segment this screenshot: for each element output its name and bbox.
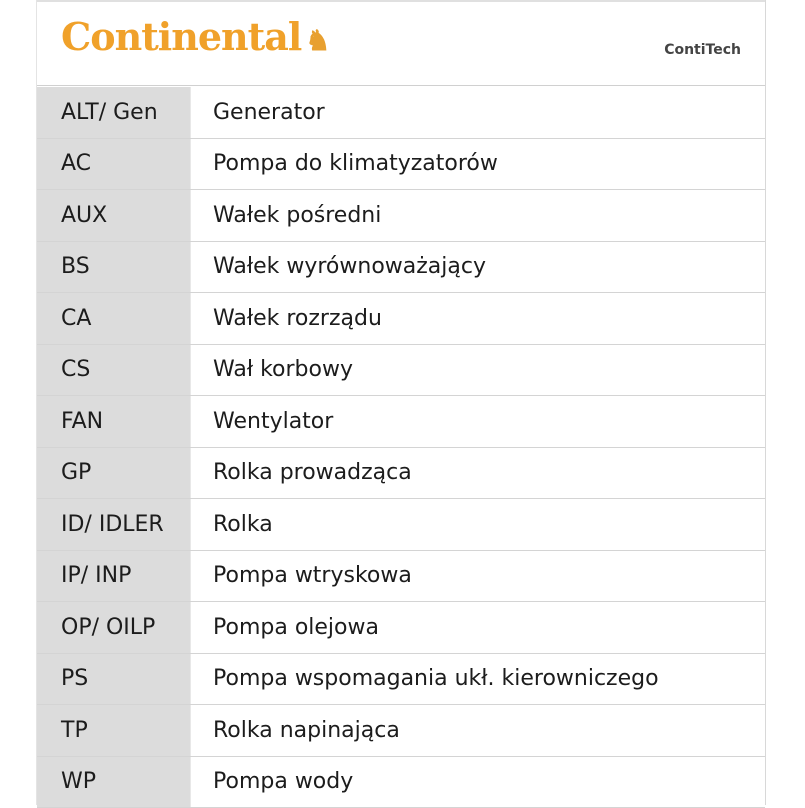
- abbreviation-cell: GP: [37, 448, 190, 499]
- description-cell: Wałek pośredni: [190, 190, 765, 241]
- abbreviation-cell: BS: [37, 242, 190, 293]
- description-cell: Generator: [190, 87, 765, 138]
- description-cell: Pompa do klimatyzatorów: [190, 139, 765, 190]
- description-cell: Rolka prowadząca: [190, 448, 765, 499]
- abbreviation-cell: WP: [37, 757, 190, 808]
- description-cell: Wałek wyrównoważający: [190, 242, 765, 293]
- description-cell: Wał korbowy: [190, 345, 765, 396]
- description-cell: Wentylator: [190, 396, 765, 447]
- abbreviation-cell: TP: [37, 705, 190, 756]
- header: Continental♞ ContiTech: [37, 0, 765, 86]
- contitech-label: ContiTech: [664, 42, 741, 58]
- description-cell: Pompa olejowa: [190, 602, 765, 653]
- description-cell: Pompa wody: [190, 757, 765, 808]
- abbreviation-cell: CA: [37, 293, 190, 344]
- abbreviation-cell: ALT/ Gen: [37, 87, 190, 138]
- abbreviation-cell: CS: [37, 345, 190, 396]
- description-cell: Rolka: [190, 499, 765, 550]
- description-cell: Pompa wtryskowa: [190, 551, 765, 602]
- description-cell: Rolka napinająca: [190, 705, 765, 756]
- abbreviation-cell: ID/ IDLER: [37, 499, 190, 550]
- abbreviation-cell: FAN: [37, 396, 190, 447]
- description-cell: Wałek rozrządu: [190, 293, 765, 344]
- continental-logo: Continental♞: [61, 14, 329, 59]
- abbreviation-cell: PS: [37, 654, 190, 705]
- description-cell: Pompa wspomagania ukł. kierowniczego: [190, 654, 765, 705]
- brand-name: Continental: [61, 14, 301, 59]
- horse-icon: ♞: [305, 24, 329, 57]
- abbreviation-cell: AUX: [37, 190, 190, 241]
- abbreviation-cell: OP/ OILP: [37, 602, 190, 653]
- abbreviation-cell: AC: [37, 139, 190, 190]
- abbreviation-cell: IP/ INP: [37, 551, 190, 602]
